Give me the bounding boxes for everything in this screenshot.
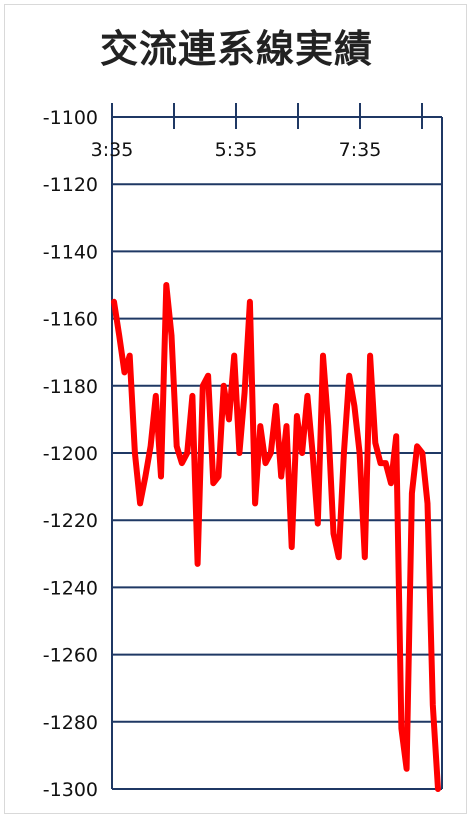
y-tick-label: -1100 <box>43 107 98 129</box>
y-tick-label: -1140 <box>43 241 98 263</box>
x-axis-tick-labels: 3:35 5:35 7:35 <box>91 139 382 161</box>
axes <box>111 103 443 790</box>
chart-title: 交流連系線実績 <box>99 27 373 71</box>
y-tick-label: -1300 <box>43 779 98 801</box>
y-axis-tick-labels: -1100 -1120 -1140 -1160 -1180 -1200 -1220 -1240… <box>43 107 98 801</box>
y-tick-label: -1180 <box>43 376 98 398</box>
y-tick-label: -1260 <box>43 645 98 667</box>
gridlines <box>112 183 442 723</box>
x-tick-label: 5:35 <box>215 139 258 161</box>
y-tick-label: -1240 <box>43 577 98 599</box>
y-tick-label: -1220 <box>43 510 98 532</box>
y-tick-label: -1280 <box>43 712 98 734</box>
y-tick-label: -1160 <box>43 309 98 331</box>
x-tick-label: 3:35 <box>91 139 134 161</box>
y-tick-label: -1200 <box>43 443 98 465</box>
series-line <box>111 282 441 792</box>
y-tick-label: -1120 <box>43 174 98 196</box>
series-layer <box>111 282 441 792</box>
x-tick-label: 7:35 <box>339 139 382 161</box>
